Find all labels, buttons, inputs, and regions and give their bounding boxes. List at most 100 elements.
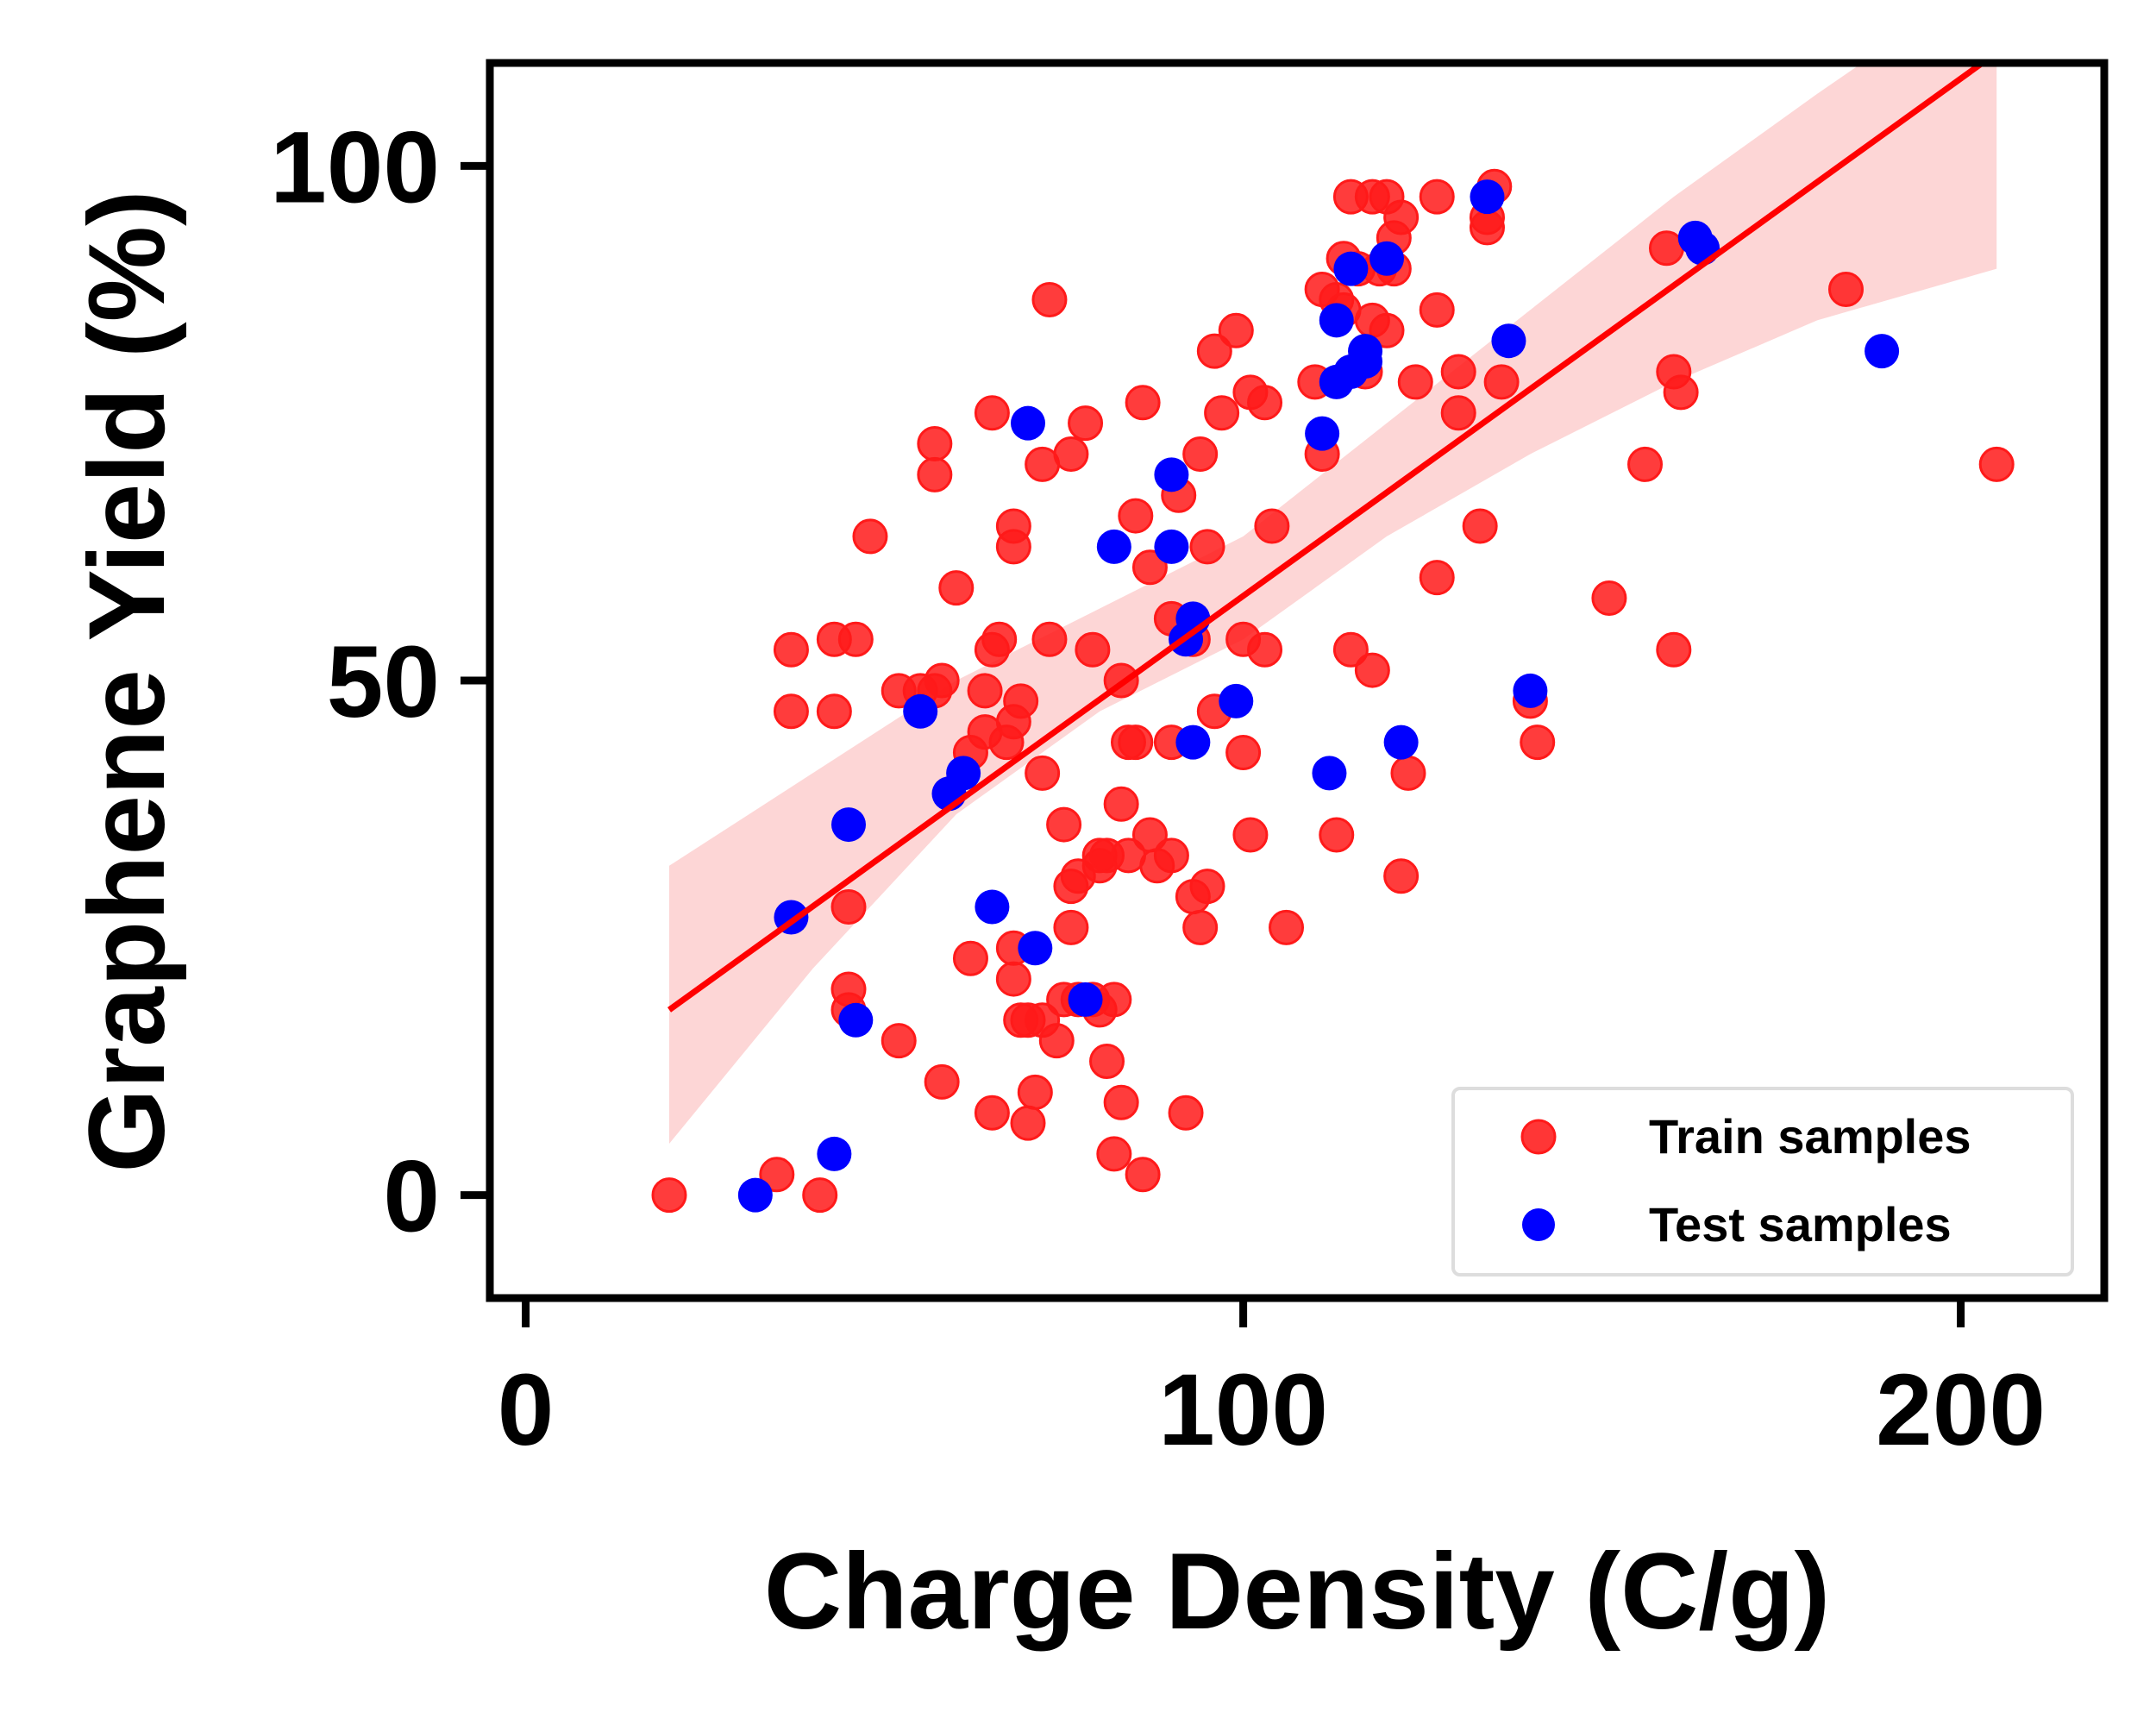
train-point (802, 1177, 838, 1214)
train-point (1218, 312, 1254, 348)
legend-train-marker (1520, 1119, 1557, 1155)
train-point (1189, 869, 1225, 905)
test-point (975, 889, 1010, 925)
train-point (1369, 312, 1405, 348)
train-point (1591, 580, 1627, 617)
train-point (830, 889, 867, 925)
test-point (1319, 303, 1354, 338)
test-point (1513, 673, 1548, 708)
test-point (1011, 405, 1045, 441)
x-tick-label: 0 (498, 1353, 555, 1467)
train-point (1225, 735, 1262, 771)
train-point (1017, 1074, 1053, 1110)
train-point (1010, 1105, 1046, 1141)
train-point (924, 1063, 960, 1100)
train-point (917, 426, 953, 462)
test-point (737, 1177, 773, 1213)
train-point (1204, 395, 1240, 431)
y-tick-label: 100 (270, 110, 440, 224)
test-point (1312, 756, 1347, 791)
train-point (1247, 385, 1283, 421)
train-point (1182, 909, 1219, 945)
train-point (1232, 817, 1269, 853)
train-point (981, 621, 1018, 657)
train-point (1319, 817, 1355, 853)
train-point (1254, 508, 1290, 544)
test-point (903, 693, 938, 729)
legend: Train samples Test samples (1451, 1087, 2074, 1276)
train-point (1520, 724, 1556, 761)
train-point (881, 1023, 917, 1059)
test-point (1491, 323, 1526, 359)
train-point (938, 570, 975, 606)
train-point (1247, 631, 1283, 668)
train-point (1469, 210, 1505, 246)
train-point (773, 693, 809, 730)
test-point (1175, 724, 1211, 760)
train-point (1354, 652, 1390, 688)
train-point (995, 961, 1031, 997)
train-point (967, 673, 1003, 709)
x-tick-label: 200 (1876, 1353, 2046, 1467)
train-point (1648, 230, 1684, 267)
train-point (1827, 272, 1864, 308)
train-point (1053, 436, 1089, 472)
legend-test-label: Test samples (1649, 1197, 1952, 1251)
test-point (1369, 241, 1404, 276)
train-point (1483, 364, 1520, 400)
test-point (1305, 416, 1340, 451)
train-point (1003, 683, 1039, 719)
axis-ticks-layer: 0 100 200 0 50 100 (270, 110, 2046, 1467)
test-point (1219, 683, 1254, 718)
test-point (1333, 251, 1369, 286)
test-point (946, 756, 981, 791)
train-point (1068, 405, 1104, 442)
confidence-band-layer (669, 63, 1997, 1144)
train-point (1089, 1044, 1125, 1080)
train-point (1153, 837, 1189, 874)
train-point (837, 621, 874, 657)
train-point (1383, 858, 1420, 894)
train-point (1419, 179, 1455, 215)
train-point (1031, 281, 1068, 317)
train-point (1332, 631, 1369, 668)
test-points-layer (737, 179, 1900, 1213)
train-point (1125, 385, 1161, 421)
test-point (831, 807, 866, 843)
confidence-band (669, 63, 1997, 1144)
train-point (1168, 1095, 1204, 1131)
train-point (1182, 436, 1219, 472)
regression-line-layer (667, 63, 1988, 1013)
train-point (1103, 786, 1139, 822)
train-point (1025, 755, 1061, 791)
train-point (1627, 446, 1664, 482)
test-point (817, 1136, 852, 1171)
train-point (974, 395, 1010, 431)
test-point (1068, 982, 1103, 1017)
regression-line (667, 63, 1988, 1013)
train-point (952, 940, 988, 976)
train-point (917, 456, 953, 492)
train-point (816, 693, 852, 730)
train-point (1440, 395, 1476, 431)
train-point (1397, 364, 1433, 400)
train-point (1053, 909, 1089, 945)
y-tick-label: 50 (327, 625, 440, 739)
test-point (1154, 457, 1189, 492)
train-point (1656, 631, 1692, 668)
train-point (651, 1177, 687, 1214)
x-tick-label: 100 (1158, 1353, 1328, 1467)
test-point (1865, 334, 1900, 369)
train-point (1978, 446, 2015, 482)
train-point (1118, 498, 1154, 534)
train-point (1103, 1084, 1139, 1120)
train-point (1046, 806, 1082, 843)
train-point (1462, 508, 1498, 544)
legend-train-label: Train samples (1649, 1109, 1971, 1164)
train-point (1196, 333, 1232, 369)
legend-box (1451, 1087, 2074, 1276)
train-point (1419, 292, 1455, 328)
test-point (1018, 931, 1053, 966)
test-point (1348, 334, 1383, 369)
test-point (1685, 230, 1720, 266)
